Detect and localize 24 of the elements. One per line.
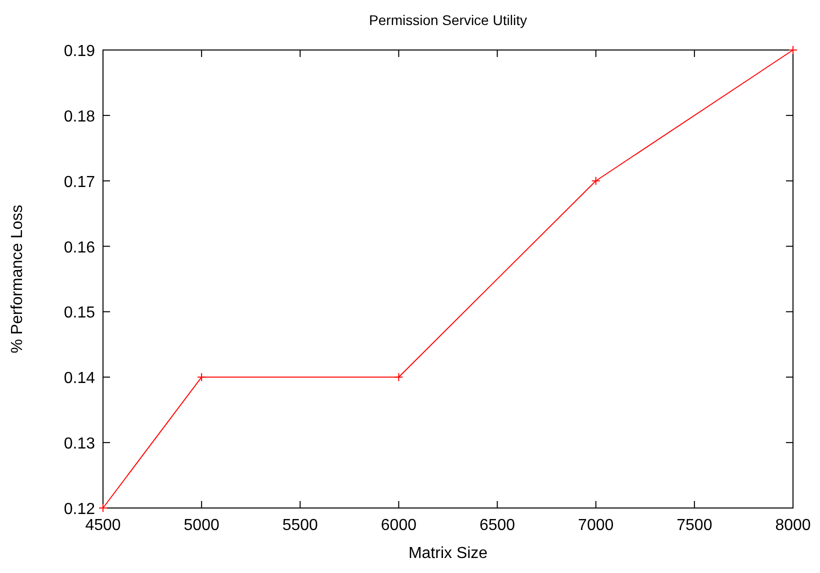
- x-tick-label: 6000: [380, 517, 417, 534]
- chart-title: Permission Service Utility: [369, 12, 527, 28]
- point: [788, 46, 798, 54]
- point: [394, 372, 404, 382]
- y-tick-label: 0.19: [64, 43, 96, 60]
- y-tick-label: 0.17: [64, 174, 96, 191]
- x-tick-label: 8000: [775, 517, 811, 534]
- x-tick-label: 7500: [676, 517, 712, 534]
- point: [591, 176, 600, 186]
- x-tick-label: 6500: [479, 517, 516, 534]
- y-tick-label: 0.14: [64, 370, 96, 388]
- y-tick-label: 0.13: [64, 436, 96, 453]
- y-tick-label: 0.18: [64, 108, 96, 126]
- x-axis-title: Matrix Size: [408, 545, 488, 562]
- x-tick-label: 5500: [282, 517, 318, 534]
- x-tick-label: 7000: [578, 517, 614, 534]
- y-tick-label: 0.16: [64, 239, 96, 256]
- point: [197, 372, 206, 382]
- x-tick-label: 5000: [184, 517, 220, 534]
- point: [98, 504, 108, 512]
- x-tick-label: 4500: [85, 517, 121, 534]
- y-axis-title: % Performance Loss: [9, 204, 26, 354]
- y-tick-label: 0.12: [64, 501, 96, 518]
- y-tick-label: 0.15: [64, 304, 96, 322]
